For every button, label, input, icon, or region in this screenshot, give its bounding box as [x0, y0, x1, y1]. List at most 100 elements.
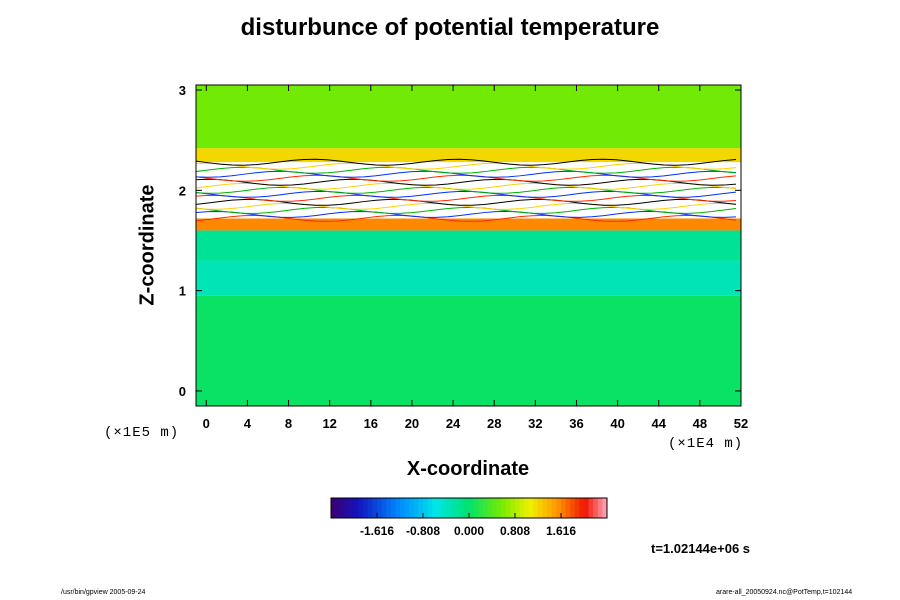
colorbar-segment: [404, 498, 410, 518]
colorbar-segment: [542, 498, 548, 518]
x-tick-label: 4: [244, 416, 252, 431]
colorbar-segment: [593, 498, 599, 518]
heatmap-band: [196, 148, 741, 163]
colorbar-segment: [455, 498, 461, 518]
colorbar-segment: [492, 498, 498, 518]
colorbar-segment: [427, 498, 433, 518]
colorbar-segment: [450, 498, 456, 518]
colorbar-tick-label: -1.616: [360, 524, 394, 538]
colorbar-segment: [432, 498, 438, 518]
x-tick-label: 12: [322, 416, 336, 431]
colorbar-segment: [335, 498, 341, 518]
colorbar-segment: [538, 498, 544, 518]
colorbar-segment: [524, 498, 530, 518]
colorbar-segment: [386, 498, 392, 518]
colorbar-segment: [482, 498, 488, 518]
footer-right: arare-all_20050924.nc@PotTemp,t=102144: [716, 589, 853, 596]
colorbar-segment: [528, 498, 534, 518]
colorbar-segment: [418, 498, 424, 518]
colorbar-segment: [344, 498, 350, 518]
contour-line: [196, 206, 737, 214]
colorbar-segment: [363, 498, 369, 518]
colorbar-segment: [478, 498, 484, 518]
colorbar-segment: [464, 498, 470, 518]
colorbar-segment: [459, 498, 465, 518]
contour-line: [196, 186, 737, 194]
chart-title: disturbunce of potential temperature: [240, 14, 660, 41]
contour-line: [196, 166, 737, 174]
colorbar-segment: [584, 498, 590, 518]
contour-line: [196, 210, 737, 218]
footer-left: /usr/bin/gpview 2005-09-24: [61, 589, 146, 596]
x-tick-label: 52: [734, 416, 748, 431]
colorbar-segment: [390, 498, 396, 518]
colorbar-segment: [423, 498, 429, 518]
x-tick-label: 44: [652, 416, 667, 431]
colorbar-segment: [446, 498, 452, 518]
x-tick-label: 40: [610, 416, 624, 431]
contour-line: [196, 170, 737, 178]
colorbar-segment: [487, 498, 493, 518]
x-tick-label: 16: [364, 416, 378, 431]
contour-line: [196, 194, 737, 202]
plot-frame: [195, 84, 742, 407]
colorbar-segment: [496, 498, 502, 518]
colorbar-segment: [413, 498, 419, 518]
colorbar-segment: [588, 498, 594, 518]
colorbar-segment: [372, 498, 378, 518]
colorbar-tick-label: -0.808: [406, 524, 440, 538]
colorbar-segment: [574, 498, 580, 518]
colorbar-segment: [409, 498, 415, 518]
colorbar-segment: [565, 498, 571, 518]
colorbar-segment: [556, 498, 562, 518]
colorbar-segment: [597, 498, 603, 518]
heatmap-band: [196, 260, 741, 296]
y-unit-label: (×1E5 m): [104, 425, 180, 441]
colorbar-segment: [551, 498, 557, 518]
colorbar-segment: [579, 498, 585, 518]
contour-line: [196, 174, 737, 182]
colorbar-segment: [533, 498, 539, 518]
colorbar-segment: [519, 498, 525, 518]
colorbar-segment: [331, 498, 337, 518]
heatmap-band: [196, 295, 741, 406]
colorbar-segment: [367, 498, 373, 518]
colorbar-segment: [340, 498, 346, 518]
colorbar-segment: [561, 498, 567, 518]
x-tick-label: 20: [405, 416, 419, 431]
colorbar-segment: [441, 498, 447, 518]
heatmap-band: [196, 230, 741, 261]
colorbar-segment: [354, 498, 360, 518]
colorbar-segment: [515, 498, 521, 518]
colorbar-segment: [547, 498, 553, 518]
colorbar-tick-label: 0.808: [500, 524, 530, 538]
colorbar-segment: [510, 498, 516, 518]
colorbar-segment: [377, 498, 383, 518]
x-tick-label: 32: [528, 416, 542, 431]
colorbar-segment: [400, 498, 406, 518]
y-tick-label: 2: [179, 183, 186, 198]
colorbar-segment: [358, 498, 364, 518]
colorbar-segment: [436, 498, 442, 518]
colorbar-segment: [505, 498, 511, 518]
contour-line: [196, 158, 737, 166]
colorbar-tick-label: 1.616: [546, 524, 576, 538]
x-tick-label: 48: [693, 416, 707, 431]
y-tick-label: 3: [179, 83, 186, 98]
x-tick-label: 28: [487, 416, 501, 431]
colorbar-tick-label: 0.000: [454, 524, 484, 538]
y-tick-label: 0: [179, 384, 186, 399]
x-tick-label: 24: [446, 416, 461, 431]
x-tick-label: 8: [285, 416, 292, 431]
heatmap-band: [196, 218, 741, 231]
colorbar-segment: [349, 498, 355, 518]
colorbar-segment: [602, 498, 608, 518]
x-tick-label: 36: [569, 416, 583, 431]
x-tick-label: 0: [203, 416, 210, 431]
colorbar-segment: [570, 498, 576, 518]
heatmap-band: [196, 85, 741, 149]
y-axis-label: Z-coordinate: [136, 184, 159, 306]
colorbar-segment: [473, 498, 479, 518]
